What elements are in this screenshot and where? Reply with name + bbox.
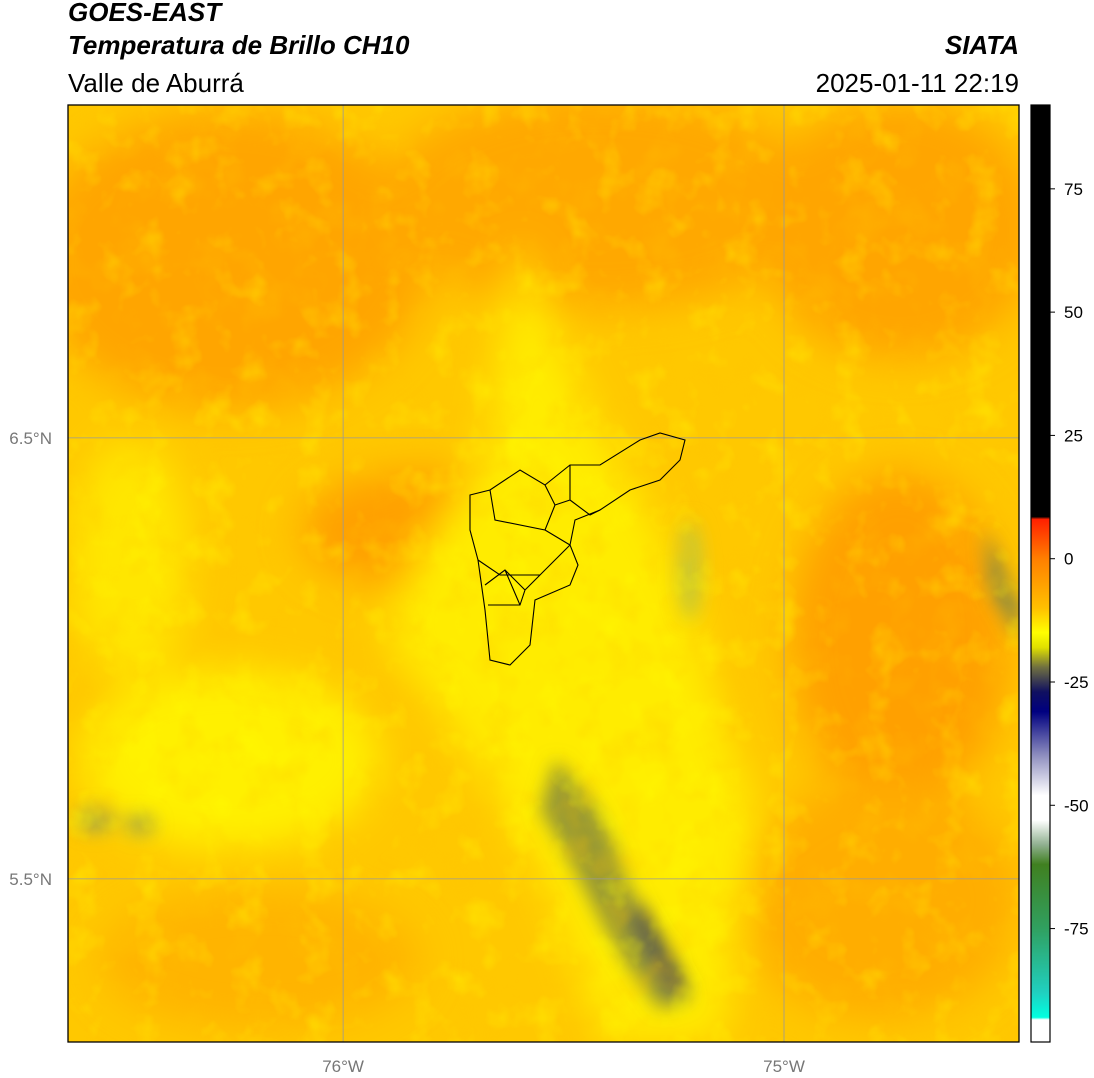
colorbar-tick-label: -25 bbox=[1064, 673, 1089, 692]
colorbar-tick-label: 50 bbox=[1064, 303, 1083, 322]
temperature-field bbox=[68, 105, 1019, 1042]
valley-outline bbox=[469, 432, 686, 666]
colorbar-tick-label: 0 bbox=[1064, 550, 1073, 569]
municipal-lines bbox=[477, 465, 601, 606]
x-tick-label: 76°W bbox=[322, 1057, 364, 1076]
datetime: 2025-01-11 22:19 bbox=[816, 68, 1019, 98]
region: Valle de Aburrá bbox=[68, 68, 244, 98]
y-tick-label: 6.5°N bbox=[9, 429, 52, 448]
source: SIATA bbox=[945, 30, 1019, 60]
map-frame bbox=[67, 104, 1020, 1043]
grid bbox=[68, 105, 1019, 1042]
subtitle: Temperatura de Brillo CH10 bbox=[68, 30, 410, 60]
title: GOES-EAST bbox=[68, 0, 223, 27]
colorbar: 75 50 25 0 -25 -50 -75 bbox=[1030, 104, 1089, 1043]
colorbar-tick-label: -75 bbox=[1064, 920, 1089, 939]
x-tick-label: 75°W bbox=[763, 1057, 805, 1076]
colorbar-tick-label: 25 bbox=[1064, 426, 1083, 445]
colorbar-tick-label: -50 bbox=[1064, 796, 1089, 815]
colorbar-tick-label: 75 bbox=[1064, 180, 1083, 199]
colorbar-fill bbox=[1030, 104, 1051, 1043]
y-tick-label: 5.5°N bbox=[9, 870, 52, 889]
